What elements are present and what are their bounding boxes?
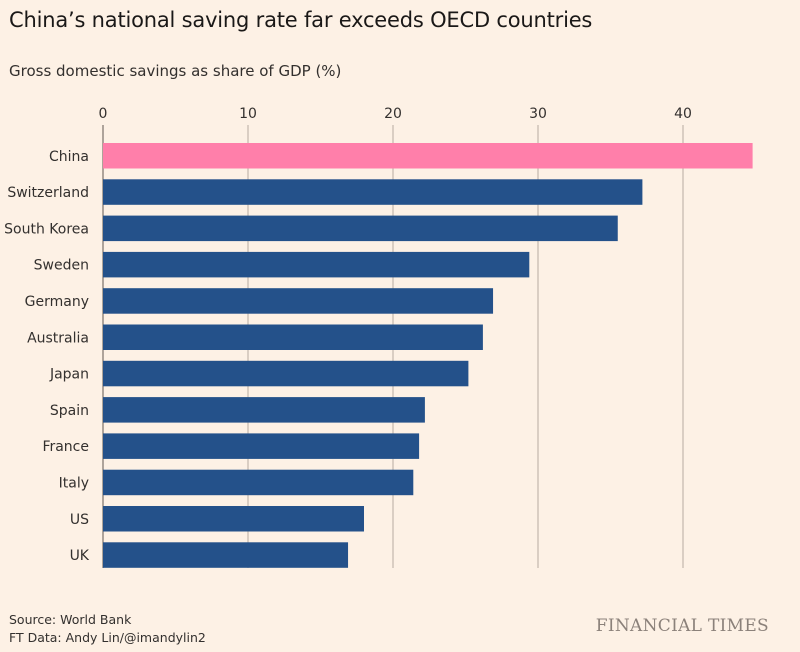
bar-china	[103, 143, 753, 169]
bar-spain	[103, 397, 425, 423]
category-label-south-korea: South Korea	[4, 221, 89, 237]
bar-germany	[103, 288, 494, 314]
x-axis-ticks: 0 10 20 30 40	[99, 106, 692, 122]
chart-title: China’s national saving rate far exceeds…	[9, 8, 593, 32]
chart-subtitle: Gross domestic savings as share of GDP (…	[9, 62, 342, 80]
brand-logo: FINANCIAL TIMES	[595, 616, 769, 636]
x-tick-label: 0	[99, 106, 108, 122]
x-tick-label: 30	[529, 106, 547, 122]
bar-sweden	[103, 251, 530, 278]
category-label-spain: Spain	[50, 403, 89, 419]
bar-france	[103, 433, 420, 459]
category-label-italy: Italy	[59, 475, 89, 491]
bar-south-korea	[103, 215, 618, 242]
bar-italy	[103, 469, 414, 496]
category-label-france: France	[42, 439, 89, 455]
bar-uk	[103, 542, 349, 568]
category-label-australia: Australia	[27, 330, 89, 346]
x-tick-label: 10	[239, 106, 257, 122]
bar-chart: 0 10 20 30 40 China Switzerland South Korea Swe…	[4, 106, 753, 568]
category-label-sweden: Sweden	[34, 258, 89, 274]
bar-japan	[103, 360, 469, 387]
bar-switzerland	[103, 179, 643, 205]
x-tick-label: 40	[674, 106, 692, 122]
footer: Source: World Bank FT Data: Andy Lin/@im…	[9, 611, 206, 647]
category-label-switzerland: Switzerland	[7, 185, 89, 201]
category-label-uk: UK	[70, 548, 90, 564]
category-labels: China Switzerland South Korea Sweden Germany…	[4, 149, 90, 564]
bars	[103, 143, 753, 568]
source-note: Source: World Bank	[9, 612, 132, 627]
category-label-japan: Japan	[49, 367, 89, 383]
bar-us	[103, 506, 364, 532]
category-label-china: China	[49, 149, 89, 165]
credit-note: FT Data: Andy Lin/@imandylin2	[9, 630, 206, 645]
bar-australia	[103, 324, 483, 350]
category-label-us: US	[70, 512, 89, 528]
category-label-germany: Germany	[25, 294, 89, 310]
x-tick-label: 20	[384, 106, 402, 122]
